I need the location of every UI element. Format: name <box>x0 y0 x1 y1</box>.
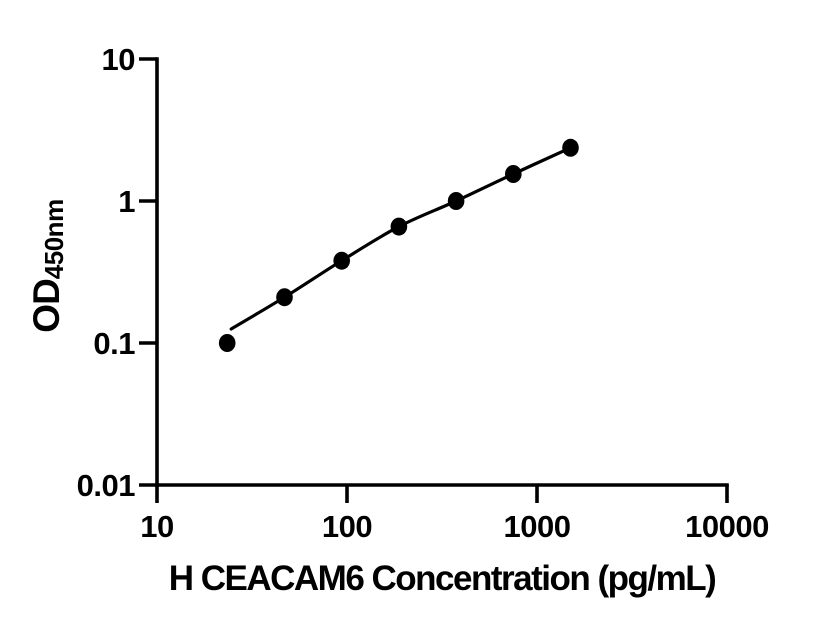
data-point-5 <box>447 192 465 210</box>
x-tick-label-100: 100 <box>322 509 372 544</box>
x-tick-label-10: 10 <box>140 509 173 544</box>
x-tick-label-10000: 10000 <box>685 509 769 544</box>
y-tick-label-0.01: 0.01 <box>77 468 136 503</box>
x-axis-title: H CEACAM6 Concentration (pg/mL) <box>168 559 717 598</box>
y-axis-title: OD450nm <box>26 199 70 332</box>
data-point-4 <box>390 217 408 236</box>
y-axis-title-subscript: 450nm <box>38 199 69 280</box>
y-axis-title-main: OD <box>26 279 68 333</box>
y-tick-label-0.1: 0.1 <box>93 326 135 361</box>
y-tick-label-10: 10 <box>102 42 135 77</box>
data-point-6 <box>505 165 522 183</box>
data-point-2 <box>276 288 293 307</box>
data-point-7 <box>562 138 579 157</box>
y-tick-label-1: 1 <box>118 184 135 219</box>
data-point-3 <box>333 251 351 270</box>
x-tick-label-1000: 1000 <box>504 509 571 544</box>
data-point-1 <box>218 334 236 352</box>
